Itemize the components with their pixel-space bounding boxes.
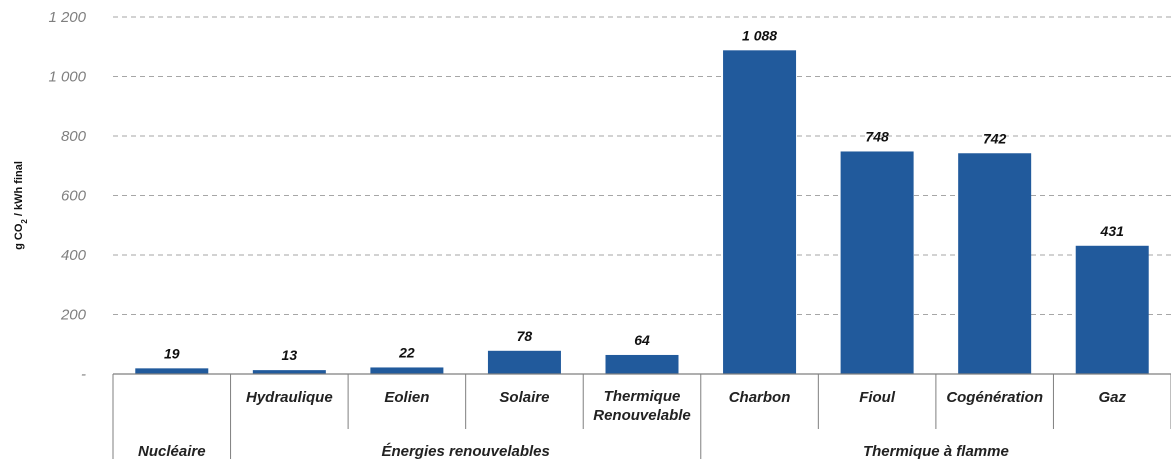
bar	[135, 368, 209, 374]
group-label: Nucléaire	[138, 443, 206, 459]
bar	[958, 153, 1032, 374]
y-tick-label: -	[81, 366, 86, 383]
data-label: 13	[282, 347, 298, 363]
y-tick-label: 400	[61, 247, 87, 264]
bars	[135, 50, 1149, 374]
data-label: 431	[1100, 223, 1125, 239]
bar	[840, 151, 914, 374]
data-label: 78	[517, 328, 533, 344]
category-label: Cogénération	[946, 389, 1043, 406]
bar	[1075, 245, 1149, 374]
data-labels: 19 13 22 78 64 1 088 748 742 431	[164, 27, 1124, 363]
bar	[605, 354, 679, 374]
data-label: 19	[164, 345, 180, 361]
y-tick-label: 600	[61, 188, 87, 205]
y-axis-label-group: g CO2 / kWh final	[13, 161, 29, 250]
y-tick-label: 1 000	[48, 69, 86, 86]
group-label: Énergies renouvelables	[381, 443, 549, 459]
data-label: 64	[634, 332, 650, 348]
y-tick-label: 1 200	[48, 9, 86, 26]
y-axis-ticks: - 200 400 600 800 1 000 1 200	[48, 9, 86, 383]
data-label: 748	[865, 128, 889, 144]
category-table: Hydraulique Eolien Solaire Thermique Renouve…	[112, 373, 1171, 459]
data-label: 22	[398, 344, 415, 360]
category-label: Renouvelable	[593, 407, 691, 424]
group-label: Thermique à flamme	[863, 443, 1009, 459]
category-label: Solaire	[499, 389, 549, 406]
bar	[723, 50, 797, 374]
y-tick-label: 800	[61, 128, 87, 145]
category-label: Charbon	[729, 389, 791, 406]
category-label: Eolien	[384, 389, 429, 406]
data-label: 742	[983, 130, 1007, 146]
category-label: Gaz	[1098, 389, 1126, 406]
y-tick-label: 200	[60, 307, 87, 324]
category-label: Thermique	[604, 388, 681, 405]
data-label: 1 088	[742, 27, 777, 43]
y-axis-label-part: / kWh final	[13, 161, 25, 219]
bar	[252, 370, 326, 374]
category-label: Fioul	[859, 389, 896, 406]
bar	[370, 367, 444, 374]
y-axis-label: g CO2 / kWh final	[13, 161, 29, 250]
y-axis-label-subscript: 2	[20, 219, 29, 224]
category-label: Hydraulique	[246, 389, 333, 406]
bar	[487, 350, 561, 374]
y-axis-label-part: g CO	[13, 223, 25, 250]
